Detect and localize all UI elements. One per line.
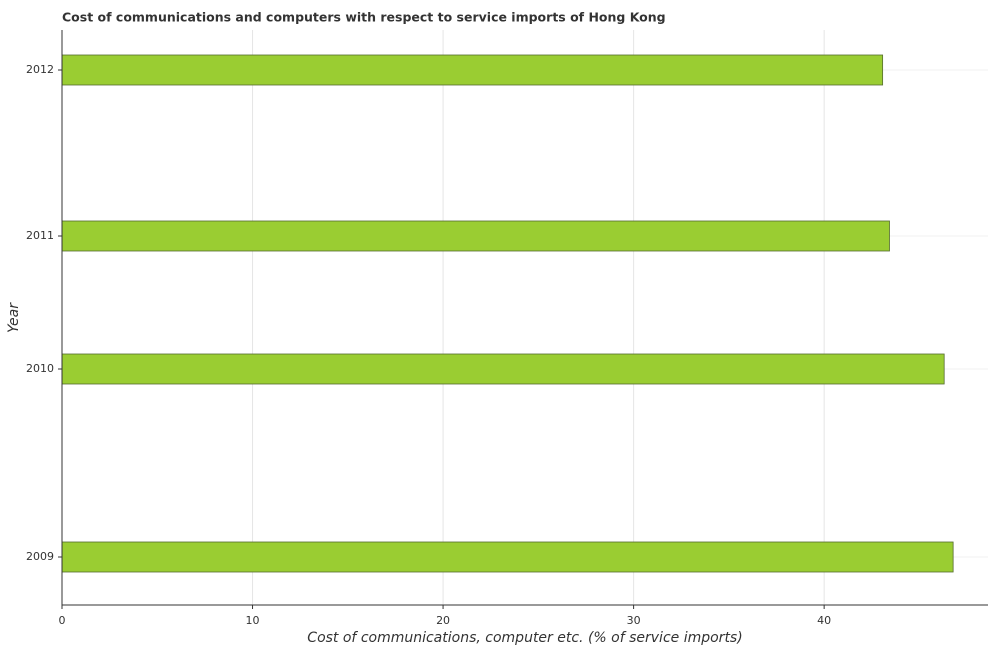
x-tick-label: 10 — [246, 614, 260, 627]
y-tick-label: 2011 — [26, 229, 54, 242]
x-tick-label: 40 — [817, 614, 831, 627]
bar — [61, 541, 954, 573]
x-tick-label: 0 — [59, 614, 66, 627]
y-axis-label: Year — [6, 302, 22, 333]
y-tick-label: 2009 — [26, 550, 54, 563]
x-tick-label: 30 — [627, 614, 641, 627]
y-tick-label: 2010 — [26, 362, 54, 375]
x-axis-label: Cost of communications, computer etc. (%… — [307, 630, 742, 646]
bar — [61, 353, 945, 385]
bar — [61, 54, 884, 86]
bar — [61, 220, 890, 252]
y-tick-label: 2012 — [26, 63, 54, 76]
chart-title: Cost of communications and computers wit… — [62, 10, 666, 25]
x-tick-label: 20 — [436, 614, 450, 627]
